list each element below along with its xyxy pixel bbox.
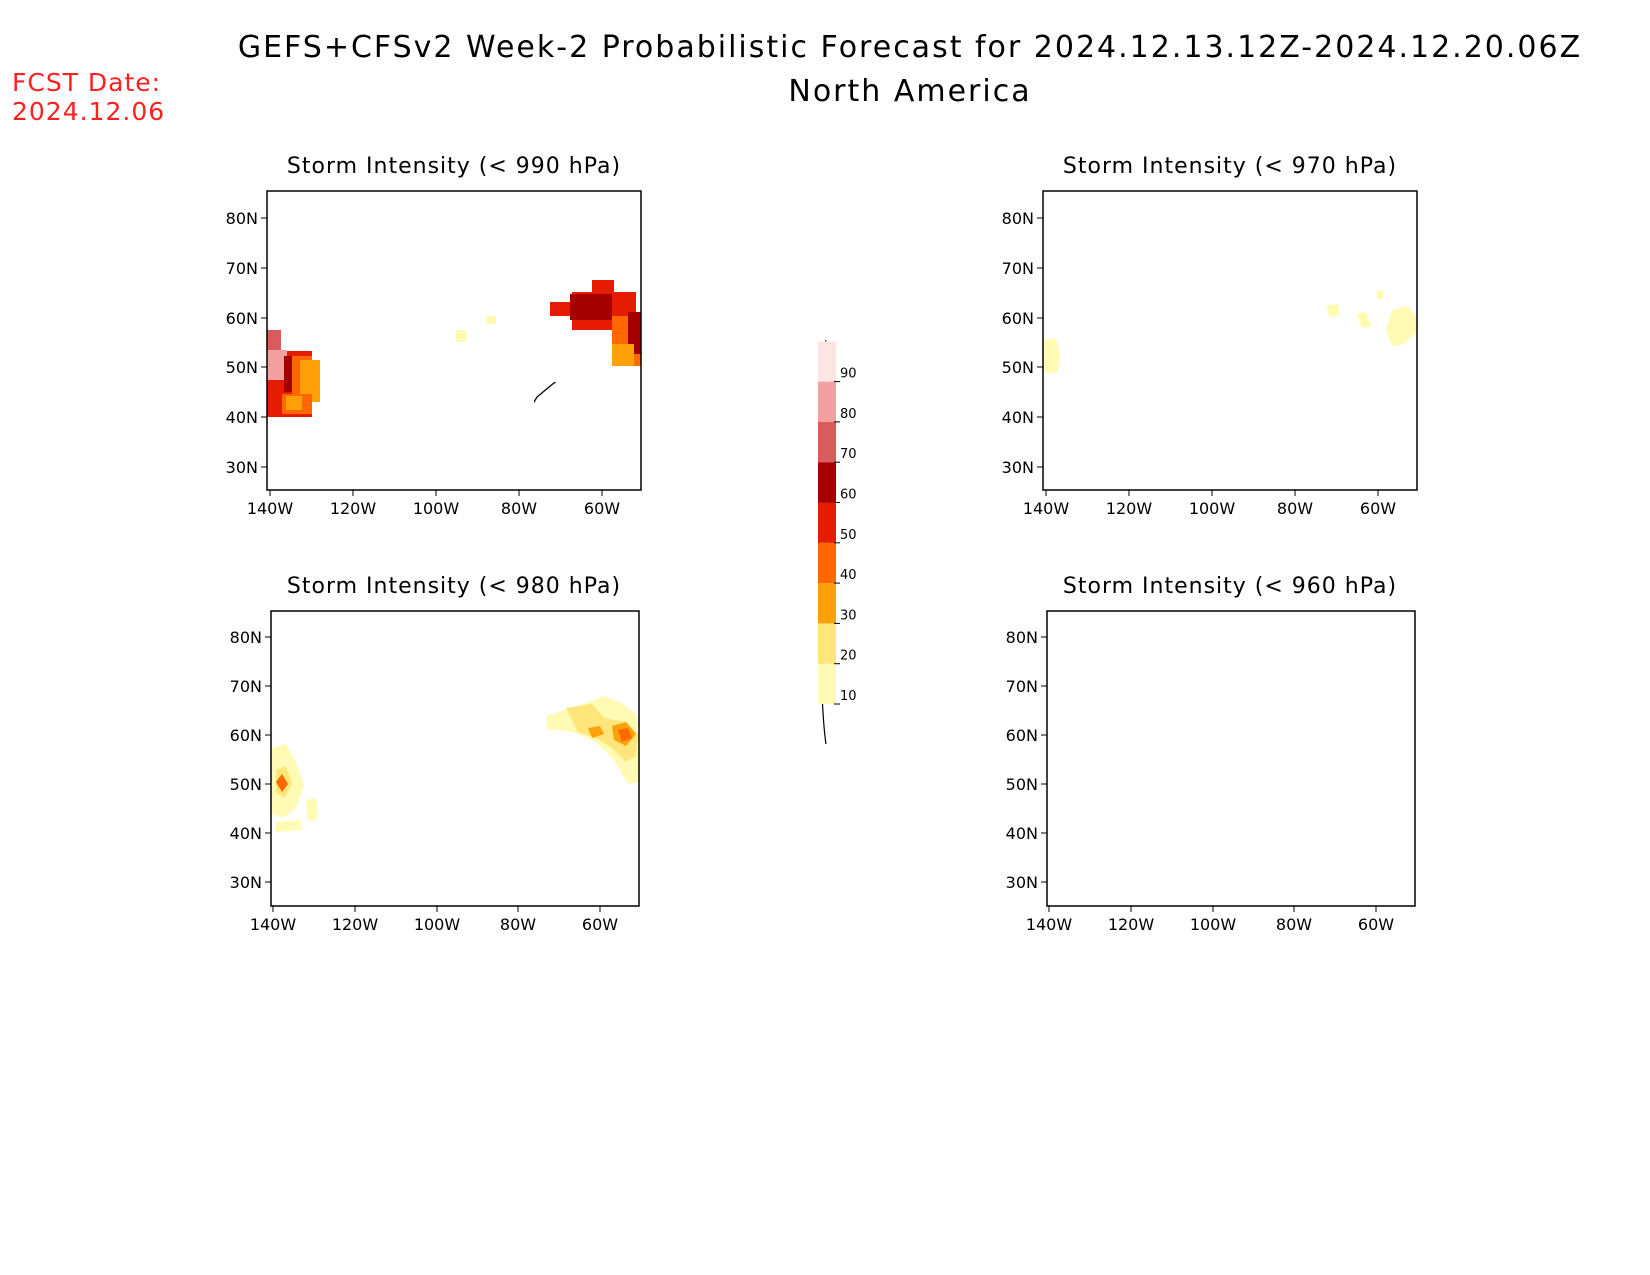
lon-label: 140W (1026, 915, 1073, 934)
colorbar-segment (818, 542, 836, 584)
colorbar-segment (818, 462, 836, 503)
map-frame (1042, 190, 1418, 491)
forecast-date-block: FCST Date: 2024.12.06 (12, 68, 165, 126)
colorbar-label: 10 (840, 689, 857, 704)
lon-label: 120W (1108, 915, 1155, 934)
lat-label: 80N (1006, 628, 1038, 647)
colorbar-segment (818, 381, 836, 422)
colorbar-segment (818, 583, 836, 624)
latitude-axis: 80N 70N 60N 50N 40N 30N (1002, 209, 1043, 477)
panel-960: Storm Intensity (< 960 hPa) 80N 70N 60N … (1006, 574, 1416, 934)
panel-title: Storm Intensity (< 960 hPa) (1063, 574, 1397, 599)
lat-label: 80N (1002, 209, 1034, 228)
lon-label: 100W (414, 915, 461, 934)
lat-label: 80N (226, 209, 258, 228)
colorbar-label: 60 (840, 488, 857, 503)
lon-label: 100W (413, 499, 460, 518)
latitude-axis: 80N 70N 60N 50N 40N 30N (230, 628, 271, 892)
longitude-axis: 140W 120W 100W 80W 60W (247, 490, 620, 518)
lat-label: 30N (226, 458, 258, 477)
lat-label: 60N (230, 726, 262, 745)
panel-title: Storm Intensity (< 990 hPa) (287, 154, 621, 179)
lat-label: 70N (1006, 677, 1038, 696)
lat-label: 30N (230, 873, 262, 892)
lat-label: 50N (226, 358, 258, 377)
lon-label: 140W (250, 915, 297, 934)
panel-title: Storm Intensity (< 970 hPa) (1063, 154, 1397, 179)
probability-shading (271, 696, 639, 832)
panel-970: Storm Intensity (< 970 hPa) 80N 70N 60N … (1002, 154, 1418, 518)
lat-label: 50N (1002, 358, 1034, 377)
lon-label: 140W (1023, 499, 1070, 518)
colorbar-label: 70 (840, 447, 857, 462)
longitude-axis: 140W 120W 100W 80W 60W (250, 906, 618, 934)
lon-label: 60W (1360, 499, 1396, 518)
lon-label: 120W (332, 915, 379, 934)
lat-label: 30N (1002, 458, 1034, 477)
lat-label: 70N (1002, 259, 1034, 278)
map-frame (270, 610, 640, 907)
lon-label: 60W (582, 915, 618, 934)
map-frame (266, 190, 642, 491)
colorbar: 10 20 30 40 50 60 70 80 90 (818, 339, 857, 745)
colorbar-segment (818, 623, 836, 664)
panel-980: Storm Intensity (< 980 hPa) 80N 70N 60N … (230, 574, 640, 934)
probability-shading (1043, 290, 1417, 374)
lat-label: 60N (226, 309, 258, 328)
colorbar-label: 20 (840, 649, 857, 664)
lat-label: 50N (230, 775, 262, 794)
map-frame (1046, 610, 1416, 907)
lon-label: 60W (584, 499, 620, 518)
colorbar-label: 50 (840, 528, 857, 543)
lat-label: 40N (1002, 408, 1034, 427)
colorbar-label: 80 (840, 407, 857, 422)
lat-label: 70N (230, 677, 262, 696)
lon-label: 80W (1276, 915, 1312, 934)
lon-label: 120W (330, 499, 377, 518)
lat-label: 70N (226, 259, 258, 278)
lon-label: 100W (1189, 499, 1236, 518)
lat-label: 40N (226, 408, 258, 427)
colorbar-label: 30 (840, 608, 857, 623)
lon-label: 120W (1106, 499, 1153, 518)
region-subtitle: North America (788, 74, 1032, 109)
colorbar-label: 90 (840, 367, 857, 382)
probability-shading (267, 280, 641, 417)
panel-990: Storm Intensity (< 990 hPa) 80N 70N 60 (226, 154, 642, 518)
lon-label: 100W (1190, 915, 1237, 934)
lat-label: 60N (1002, 309, 1034, 328)
lon-label: 80W (500, 915, 536, 934)
lat-label: 40N (230, 824, 262, 843)
colorbar-segment (818, 421, 836, 463)
forecast-date-value: 2024.12.06 (12, 97, 166, 126)
forecast-title: GEFS+CFSv2 Week-2 Probabilistic Forecast… (237, 30, 1583, 65)
lat-label: 80N (230, 628, 262, 647)
colorbar-segment (818, 663, 836, 704)
lon-label: 60W (1358, 915, 1394, 934)
longitude-axis: 140W 120W 100W 80W 60W (1026, 906, 1394, 934)
forecast-date-label: FCST Date: (12, 68, 162, 97)
latitude-axis: 80N 70N 60N 50N 40N 30N (226, 209, 267, 477)
lat-label: 50N (1006, 775, 1038, 794)
lat-label: 60N (1006, 726, 1038, 745)
panel-title: Storm Intensity (< 980 hPa) (287, 574, 621, 599)
longitude-axis: 140W 120W 100W 80W 60W (1023, 490, 1396, 518)
lat-label: 30N (1006, 873, 1038, 892)
colorbar-label: 40 (840, 568, 857, 583)
lat-label: 40N (1006, 824, 1038, 843)
main-title: GEFS+CFSv2 Week-2 Probabilistic Forecast… (0, 30, 1650, 109)
lon-label: 140W (247, 499, 294, 518)
colorbar-segment (818, 341, 836, 382)
colorbar-segment (818, 502, 836, 543)
lon-label: 80W (1277, 499, 1313, 518)
lon-label: 80W (501, 499, 537, 518)
latitude-axis: 80N 70N 60N 50N 40N 30N (1006, 628, 1047, 892)
